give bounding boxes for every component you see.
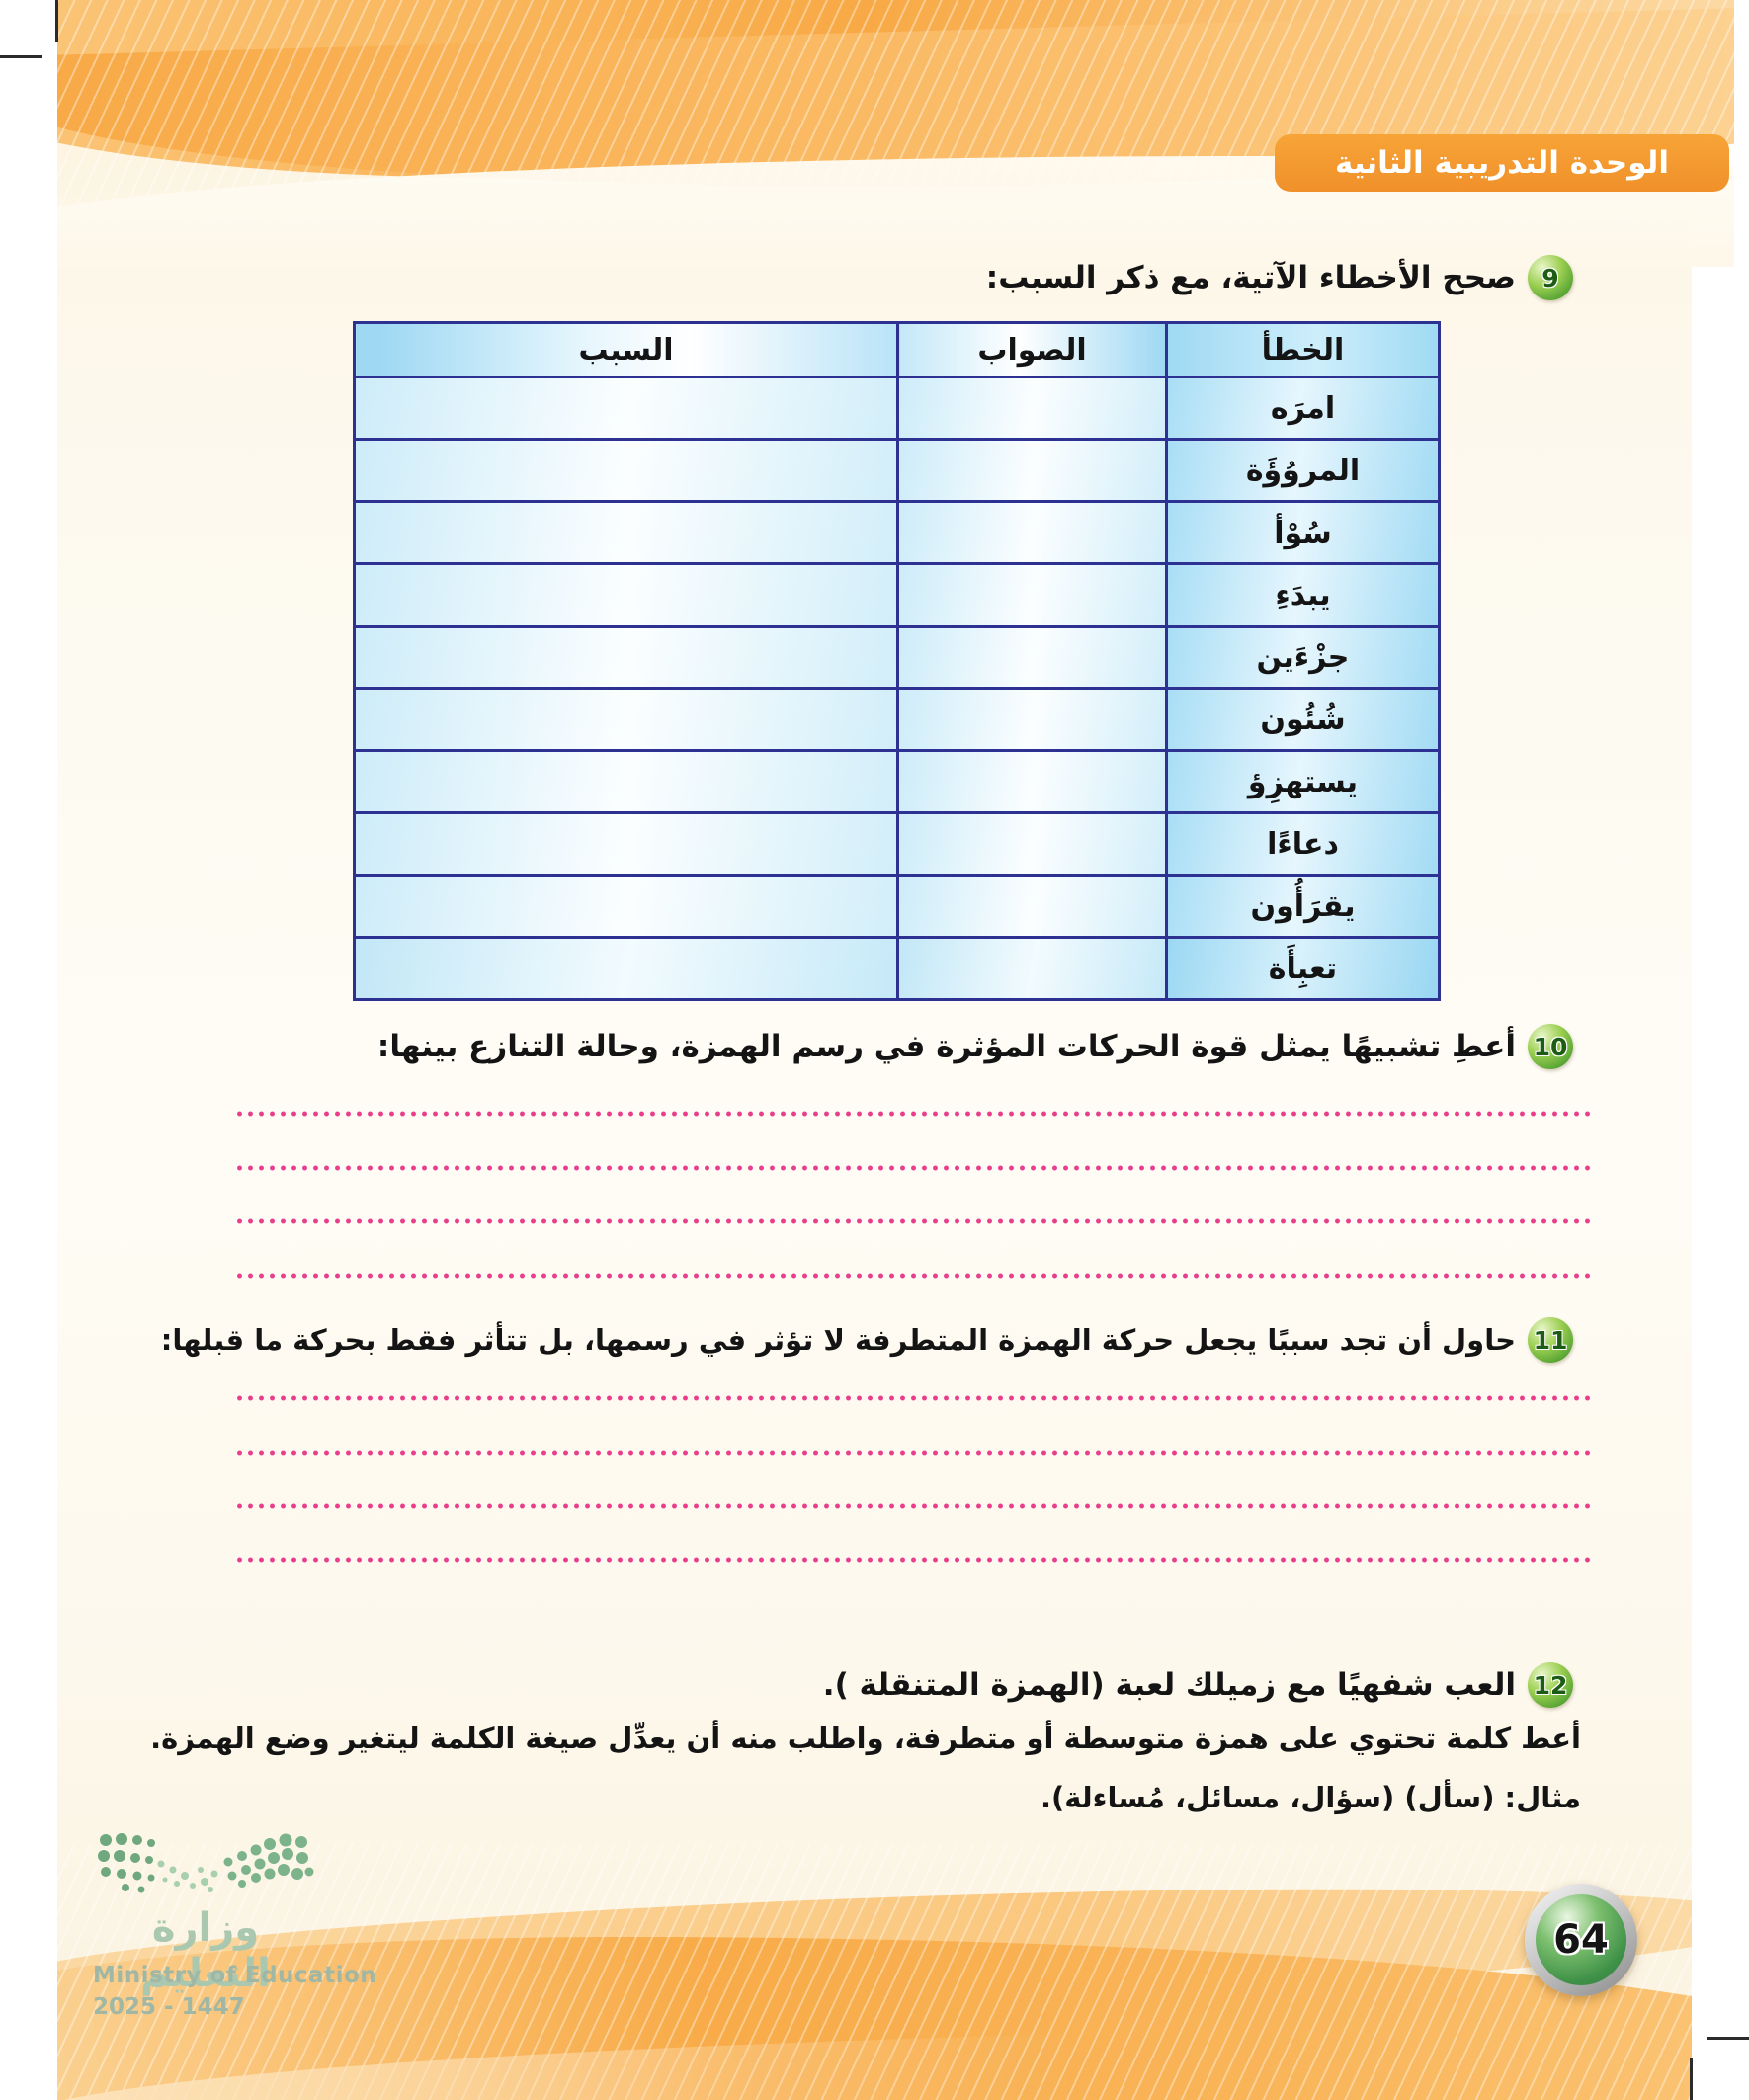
table-cell-reason: [353, 438, 899, 503]
table-cell-correct: [896, 749, 1168, 814]
table-cell-error: جزْءَين: [1165, 625, 1441, 690]
question-number: 12: [1533, 1670, 1568, 1700]
table-row: تعبِأَة: [353, 936, 1441, 1001]
crop-mark: [0, 55, 42, 58]
table-cell-reason: [353, 687, 899, 752]
table-header-row: الخطأ الصواب السبب: [353, 321, 1441, 378]
question-12: 12 العب شفهيًا مع زميلك لعبة (الهمزة الم…: [823, 1662, 1573, 1708]
table-cell-error: تعبِأَة: [1165, 936, 1441, 1001]
page-number-sphere: 64: [1536, 1894, 1626, 1985]
table-row: المروُؤَة: [353, 438, 1441, 503]
table-row: شُئُون: [353, 687, 1441, 752]
answer-dotted-line: [234, 1449, 1594, 1456]
answer-dotted-line: [234, 1503, 1594, 1509]
correction-table: الخطأ الصواب السبب امرَه المروُؤَة سُوْأ يب…: [353, 321, 1441, 1001]
table-row: دعاءًا: [353, 811, 1441, 877]
edition-years: 2025 - 1447: [93, 1994, 245, 2020]
question-number-badge: 12: [1528, 1662, 1573, 1708]
table-row: امرَه: [353, 376, 1441, 441]
ministry-name-arabic: وزارة التعليم: [140, 1905, 271, 1996]
question-number: 11: [1533, 1325, 1568, 1355]
question-prompt: أعطِ تشبيهًا يمثل قوة الحركات المؤثرة في…: [376, 1029, 1516, 1064]
table-row: سُوْأ: [353, 500, 1441, 565]
page-number: 64: [1553, 1917, 1609, 1963]
table-cell-correct: [896, 438, 1168, 503]
table-row: يبدَءِ: [353, 562, 1441, 628]
table-row: يستهزِؤ: [353, 749, 1441, 814]
question-number: 10: [1533, 1032, 1568, 1061]
ministry-logo-dots-icon: [98, 1833, 314, 1893]
table-cell-reason: [353, 874, 899, 939]
answer-dotted-line: [234, 1218, 1594, 1224]
table-cell-correct: [896, 687, 1168, 752]
question-12-instruction: أعط كلمة تحتوي على همزة متوسطة أو متطرفة…: [150, 1722, 1581, 1755]
crop-mark: [1707, 2037, 1749, 2040]
question-number: 9: [1541, 263, 1559, 293]
answer-dotted-line: [234, 1164, 1594, 1171]
table-cell-reason: [353, 500, 899, 565]
table-cell-error: المروُؤَة: [1165, 438, 1441, 503]
page-number-badge: 64: [1525, 1884, 1637, 1996]
table-cell-error: يقرَأُون: [1165, 874, 1441, 939]
crop-mark: [55, 0, 58, 42]
answer-lines-q10: [234, 1111, 1594, 1326]
answer-lines-q11: [234, 1395, 1594, 1611]
table-cell-reason: [353, 625, 899, 690]
question-number-badge: 9: [1528, 255, 1573, 300]
question-10: 10 أعطِ تشبيهًا يمثل قوة الحركات المؤثرة…: [377, 1024, 1573, 1069]
top-decorative-wave: [57, 0, 1734, 267]
question-11: 11 حاول أن تجد سببًا يجعل حركة الهمزة ال…: [161, 1317, 1573, 1363]
answer-dotted-line: [234, 1395, 1594, 1401]
table-cell-correct: [896, 376, 1168, 441]
question-prompt: حاول أن تجد سببًا يجعل حركة الهمزة المتط…: [160, 1323, 1516, 1357]
answer-dotted-line: [234, 1272, 1594, 1279]
column-header-reason: السبب: [353, 321, 899, 378]
table-cell-correct: [896, 562, 1168, 628]
question-prompt: العب شفهيًا مع زميلك لعبة (الهمزة المتنق…: [822, 1667, 1516, 1703]
table-cell-correct: [896, 811, 1168, 877]
table-cell-correct: [896, 500, 1168, 565]
table-cell-correct: [896, 625, 1168, 690]
table-cell-reason: [353, 936, 899, 1001]
question-12-example: مثال: (سأل) (سؤال، مسائل، مُساءلة).: [1040, 1781, 1581, 1814]
table-cell-error: شُئُون: [1165, 687, 1441, 752]
table-cell-error: يبدَءِ: [1165, 562, 1441, 628]
question-prompt: صحح الأخطاء الآتية، مع ذكر السبب:: [985, 260, 1516, 295]
table-cell-reason: [353, 811, 899, 877]
table-cell-correct: [896, 936, 1168, 1001]
crop-mark: [1690, 2058, 1693, 2100]
table-row: يقرَأُون: [353, 874, 1441, 939]
question-9: 9 صحح الأخطاء الآتية، مع ذكر السبب:: [986, 255, 1573, 300]
bottom-decorative-wave: [57, 1843, 1692, 2100]
column-header-correct: الصواب: [896, 321, 1168, 378]
table-cell-error: دعاءًا: [1165, 811, 1441, 877]
answer-dotted-line: [234, 1111, 1594, 1117]
ministry-name-english: Ministry of Education: [93, 1963, 377, 1988]
table-cell-error: سُوْأ: [1165, 500, 1441, 565]
question-number-badge: 11: [1528, 1317, 1573, 1363]
table-cell-reason: [353, 562, 899, 628]
unit-title-banner: الوحدة التدريبية الثانية: [1275, 134, 1729, 192]
table-row: جزْءَين: [353, 625, 1441, 690]
column-header-error: الخطأ: [1165, 321, 1441, 378]
question-number-badge: 10: [1528, 1024, 1573, 1069]
table-cell-correct: [896, 874, 1168, 939]
table-cell-reason: [353, 749, 899, 814]
table-cell-reason: [353, 376, 899, 441]
answer-dotted-line: [234, 1556, 1594, 1563]
table-cell-error: يستهزِؤ: [1165, 749, 1441, 814]
table-cell-error: امرَه: [1165, 376, 1441, 441]
unit-title: الوحدة التدريبية الثانية: [1335, 145, 1669, 181]
